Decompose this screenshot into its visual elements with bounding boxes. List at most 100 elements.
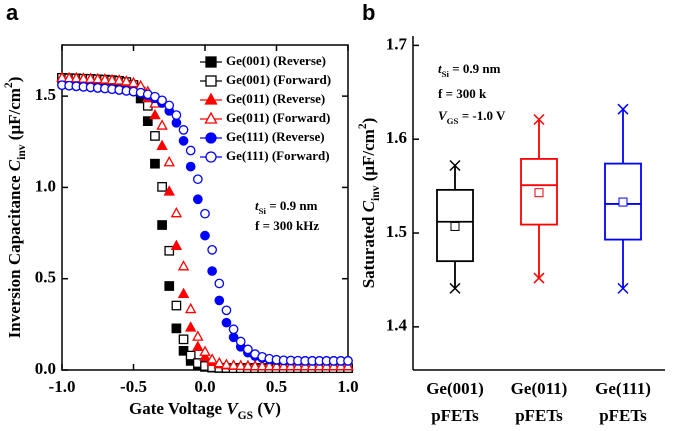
annotation: tSi = 0.9 nm (255, 198, 318, 216)
y-axis-label-part: (μF/cm (5, 88, 24, 144)
mean (534, 188, 544, 198)
panel-label: b (362, 0, 375, 25)
y-tick-label: 0.0 (35, 359, 56, 378)
marker-square (178, 334, 189, 345)
annotation-part: = -1.0 V (458, 108, 506, 123)
marker-circle (221, 305, 232, 316)
marker-circle (205, 151, 217, 163)
marker-square (205, 56, 217, 68)
legend-label: Ge(011) (Forward) (226, 110, 330, 125)
marker-circle (178, 136, 189, 146)
marker-triangle (184, 321, 197, 332)
marker-triangle (163, 156, 175, 167)
marker-triangle (192, 330, 204, 341)
marker-circle (214, 295, 225, 306)
whisker-cross (533, 113, 545, 126)
y-axis-label: Saturated Cinv (μF/cm2) (356, 118, 382, 289)
marker-circle (200, 208, 210, 219)
whisker-cross (449, 282, 461, 294)
y-axis-label-part: ) (359, 118, 378, 124)
marker-triangle (263, 359, 276, 371)
annotation-part: t (438, 61, 442, 76)
marker-triangle (113, 74, 125, 85)
marker-triangle (127, 76, 140, 88)
marker-square (164, 281, 175, 291)
annotation: f = 300 kHz (255, 218, 319, 233)
marker-triangle (99, 73, 111, 84)
x-tick-label: Ge(011) (511, 379, 568, 398)
x-tick-label: -0.5 (120, 377, 147, 396)
marker-circle (235, 336, 246, 347)
marker-circle (193, 194, 203, 205)
y-axis-label: Inversion Capacitance Cinv (μF/cm2) (2, 77, 28, 339)
marker-triangle (249, 359, 261, 371)
whisker-cross (449, 159, 461, 172)
marker-triangle (177, 287, 190, 299)
y-axis-label-part: 2 (356, 123, 369, 129)
y-tick-label: 1.5 (35, 85, 56, 104)
y-axis-label-part: C (5, 159, 24, 171)
x-tick-label: pFETs (431, 406, 479, 425)
y-axis-label-part: C (359, 200, 378, 212)
marker-circle (207, 245, 217, 255)
y-tick-label: 1.7 (386, 34, 408, 53)
annotation-part: f = 300 k (438, 86, 487, 101)
marker-circle (193, 174, 203, 185)
x-axis-label: Gate Voltage VGS (V) (129, 399, 281, 422)
legend-label: Ge(001) (Forward) (226, 72, 331, 87)
panel-label: a (6, 0, 19, 25)
annotation-part: = 0.9 nm (266, 198, 318, 213)
annotation-part: = 0.9 nm (449, 61, 501, 76)
annotation-part: f = 300 kHz (255, 218, 319, 233)
marker-circle (343, 356, 353, 366)
marker-triangle (184, 302, 197, 314)
marker-circle (205, 132, 217, 144)
y-tick-label: 0.5 (35, 268, 56, 287)
marker-triangle (270, 359, 283, 371)
marker-triangle (149, 108, 161, 120)
x-tick-label: 1.0 (337, 377, 358, 396)
y-axis-label-part: inv (369, 185, 382, 201)
marker-square (171, 323, 182, 334)
mean (618, 197, 628, 207)
box (436, 188, 474, 263)
legend-label: Ge(001) (Reverse) (226, 53, 326, 68)
marker-triangle (177, 260, 190, 271)
marker-triangle (170, 206, 183, 218)
marker-square (157, 220, 167, 230)
marker-triangle (277, 359, 290, 371)
y-tick-label: 1.5 (386, 222, 407, 241)
marker-circle (221, 317, 232, 328)
legend-label: Ge(111) (Forward) (226, 148, 330, 163)
marker-circle (200, 230, 210, 241)
marker-circle (214, 278, 225, 289)
marker-circle (228, 324, 239, 335)
annotation-part: Si (442, 69, 450, 79)
marker-triangle (256, 359, 268, 371)
annotation: f = 300 k (438, 86, 487, 101)
annotation-part: GS (447, 116, 459, 126)
legend-label: Ge(011) (Reverse) (226, 91, 325, 106)
mean (450, 221, 460, 231)
x-tick-label: Ge(001) (426, 379, 484, 398)
marker-circle (178, 125, 189, 135)
marker-triangle (235, 359, 247, 370)
marker-square (205, 75, 217, 87)
y-tick-label: 1.4 (386, 316, 408, 335)
x-tick-label: Ge(111) (595, 379, 651, 398)
marker-square (150, 131, 160, 141)
marker-square (142, 116, 153, 126)
x-tick-label: 0.5 (266, 377, 287, 396)
whisker-cross (617, 103, 629, 115)
marker-triangle (170, 239, 183, 251)
marker-circle (185, 161, 196, 172)
whisker-cross (617, 282, 629, 294)
x-axis-label-part: Gate Voltage (129, 399, 226, 418)
marker-triangle (156, 119, 168, 130)
marker-square (164, 245, 175, 256)
marker-triangle (204, 92, 218, 105)
marker-square (157, 182, 167, 192)
marker-triangle (213, 356, 226, 368)
marker-triangle (199, 345, 211, 356)
annotation-part: Si (259, 206, 267, 216)
